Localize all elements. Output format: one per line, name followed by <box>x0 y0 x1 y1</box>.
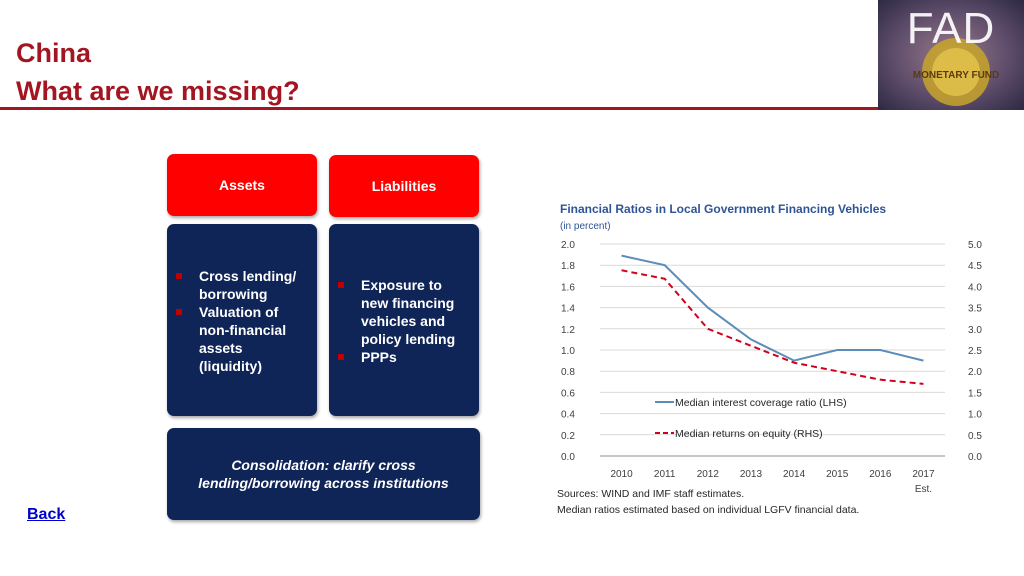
assets-header: Assets <box>167 154 317 216</box>
x-tick-label: 2012 <box>697 469 720 480</box>
chart-sources: Sources: WIND and IMF staff estimates. <box>557 488 744 500</box>
title-line-2: What are we missing? <box>16 76 300 106</box>
y-right-tick-label: 0.5 <box>968 431 982 442</box>
fad-logo: MONETARY FUND FAD <box>878 0 1024 110</box>
y-right-tick-label: 1.0 <box>968 410 982 421</box>
legend-label: Median returns on equity (RHS) <box>675 428 823 440</box>
series-line-2 <box>621 269 924 385</box>
list-item: Cross lending/ borrowing <box>167 267 307 303</box>
title-divider <box>0 107 878 110</box>
title-line-1: China <box>16 38 92 68</box>
y-left-tick-label: 1.4 <box>561 304 575 315</box>
y-right-tick-label: 1.5 <box>968 388 982 399</box>
assets-box: Cross lending/ borrowing Valuation of no… <box>167 224 317 416</box>
y-right-tick-label: 3.0 <box>968 325 982 336</box>
consolidation-text: Consolidation: clarify cross lending/bor… <box>198 457 449 491</box>
y-right-tick-label: 3.5 <box>968 304 982 315</box>
list-item: PPPs <box>329 348 467 366</box>
y-left-tick-label: 0.8 <box>561 367 575 378</box>
x-tick-label: 2011 <box>654 469 676 480</box>
y-left-tick-label: 0.4 <box>561 410 575 421</box>
y-left-tick-label: 1.8 <box>561 261 575 272</box>
chart-note: Median ratios estimated based on individ… <box>557 504 859 516</box>
consolidation-box: Consolidation: clarify cross lending/bor… <box>167 428 480 520</box>
liabilities-header: Liabilities <box>329 155 479 217</box>
x-tick-label: 2013 <box>740 469 763 480</box>
logo-seal-text: MONETARY FUND <box>913 70 999 81</box>
y-left-tick-label: 0.6 <box>561 388 575 399</box>
liabilities-list: Exposure to new financing vehicles and p… <box>329 276 467 366</box>
y-right-tick-label: 4.0 <box>968 282 982 293</box>
y-right-tick-label: 4.5 <box>968 261 982 272</box>
y-right-tick-label: 2.5 <box>968 346 982 357</box>
chart-subtitle: (in percent) <box>560 221 611 232</box>
x-tick-label: 2014 <box>783 469 806 480</box>
x-tick-sublabel: Est. <box>915 484 932 495</box>
legend-label: Median interest coverage ratio (LHS) <box>675 397 847 409</box>
y-right-tick-label: 5.0 <box>968 240 982 251</box>
back-link[interactable]: Back <box>27 506 66 523</box>
y-left-tick-label: 1.6 <box>561 282 575 293</box>
y-left-tick-label: 0.0 <box>561 452 575 463</box>
y-left-tick-label: 1.2 <box>561 325 575 336</box>
liabilities-box: Exposure to new financing vehicles and p… <box>329 224 479 416</box>
x-tick-label: 2017 <box>912 469 935 480</box>
series-line-1 <box>621 254 924 362</box>
list-item: Exposure to new financing vehicles and p… <box>329 276 467 348</box>
y-left-tick-label: 1.0 <box>561 346 575 357</box>
list-item: Valuation of non-financial assets (liqui… <box>167 303 307 375</box>
page-title: China What are we missing? <box>16 34 300 110</box>
y-right-tick-label: 0.0 <box>968 452 982 463</box>
y-left-tick-label: 0.2 <box>561 431 575 442</box>
y-right-tick-label: 2.0 <box>968 367 982 378</box>
x-tick-label: 2015 <box>826 469 849 480</box>
x-tick-label: 2010 <box>610 469 633 480</box>
y-left-tick-label: 2.0 <box>561 240 575 251</box>
logo-text: FAD <box>907 4 996 53</box>
chart-title: Financial Ratios in Local Government Fin… <box>560 202 886 216</box>
assets-list: Cross lending/ borrowing Valuation of no… <box>167 267 307 375</box>
assets-header-label: Assets <box>219 177 265 193</box>
liabilities-header-label: Liabilities <box>371 178 437 194</box>
x-tick-label: 2016 <box>869 469 892 480</box>
